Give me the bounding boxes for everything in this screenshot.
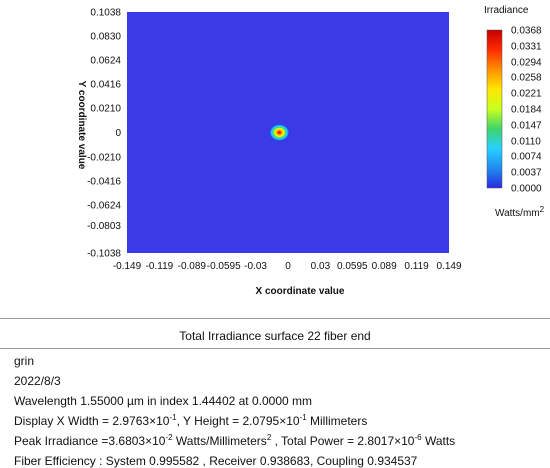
info-line-date: 2022/8/3: [14, 374, 61, 388]
colorbar-label: 0.0368: [511, 26, 542, 37]
divider: [0, 318, 550, 319]
y-tick-label: 0: [115, 128, 121, 139]
colorbar-label: 0.0110: [511, 136, 541, 147]
colorbar-label: 0.0147: [511, 120, 542, 131]
colorbar-label: 0.0037: [511, 168, 542, 179]
y-tick-label: 0.0210: [90, 104, 121, 115]
colorbar-title: Irradiance: [484, 5, 529, 16]
colorbar-label: 0.0074: [511, 152, 542, 163]
info-line-fiber-efficiency: Fiber Efficiency : System 0.995582 , Rec…: [14, 454, 418, 468]
y-tick-label: -0.0803: [87, 221, 121, 232]
colorbar-label: 0.0000: [511, 184, 542, 195]
colorbar-label: 0.0331: [511, 41, 542, 52]
divider: [0, 348, 550, 349]
plot-canvas: -0.149 -0.119 -0.089 -0.0595 -0.03 0 0.03 0.059…: [76, 5, 545, 297]
info-line-wavelength: Wavelength 1.55000 µm in index 1.44402 a…: [14, 394, 312, 408]
y-axis-title: Y coordinate value: [76, 81, 87, 170]
irradiance-peak-spot: [269, 124, 290, 141]
x-tick-label: 0.0595: [337, 261, 368, 272]
colorbar-label: 0.0258: [511, 73, 542, 84]
x-tick-label: 0.149: [436, 261, 461, 272]
y-tick-label: -0.0210: [87, 152, 121, 163]
info-line-peak-power: Peak Irradiance =3.6803×10-2 Watts/Milli…: [14, 433, 456, 449]
info-line-display-size: Display X Width = 2.9763×10-1, Y Height …: [14, 413, 368, 429]
x-tick-label: -0.089: [178, 261, 207, 272]
colorbar-label: 0.0184: [511, 105, 542, 116]
colorbar: [486, 29, 503, 189]
x-tick-label: 0: [285, 261, 291, 272]
irradiance-plot: -0.149 -0.119 -0.089 -0.0595 -0.03 0 0.03 0.059…: [76, 5, 545, 297]
x-tick-label: 0.089: [372, 261, 397, 272]
info-line-name: grin: [14, 354, 35, 368]
x-tick-label: -0.03: [244, 261, 267, 272]
x-tick-label: 0.03: [311, 261, 331, 272]
colorbar-label: 0.0221: [511, 89, 542, 100]
x-tick-label: -0.149: [113, 261, 142, 272]
y-tick-label: 0.0416: [90, 80, 121, 91]
x-axis-title: X coordinate value: [256, 286, 345, 297]
y-tick-label: 0.0624: [90, 56, 121, 67]
x-tick-label: -0.0595: [207, 261, 241, 272]
y-tick-label: -0.1038: [87, 249, 121, 260]
colorbar-unit: Watts/mm2: [495, 205, 545, 219]
y-tick-label: 0.0830: [90, 32, 121, 43]
info-title: Total Irradiance surface 22 fiber end: [179, 329, 371, 343]
y-tick-label: 0.1038: [90, 8, 121, 19]
x-tick-label: -0.119: [146, 261, 174, 272]
x-tick-label: 0.119: [404, 261, 429, 272]
y-tick-label: -0.0624: [87, 200, 121, 211]
info-panel: Total Irradiance surface 22 fiber end gr…: [0, 318, 550, 468]
colorbar-label: 0.0294: [511, 57, 542, 68]
y-tick-label: -0.0416: [87, 176, 121, 187]
